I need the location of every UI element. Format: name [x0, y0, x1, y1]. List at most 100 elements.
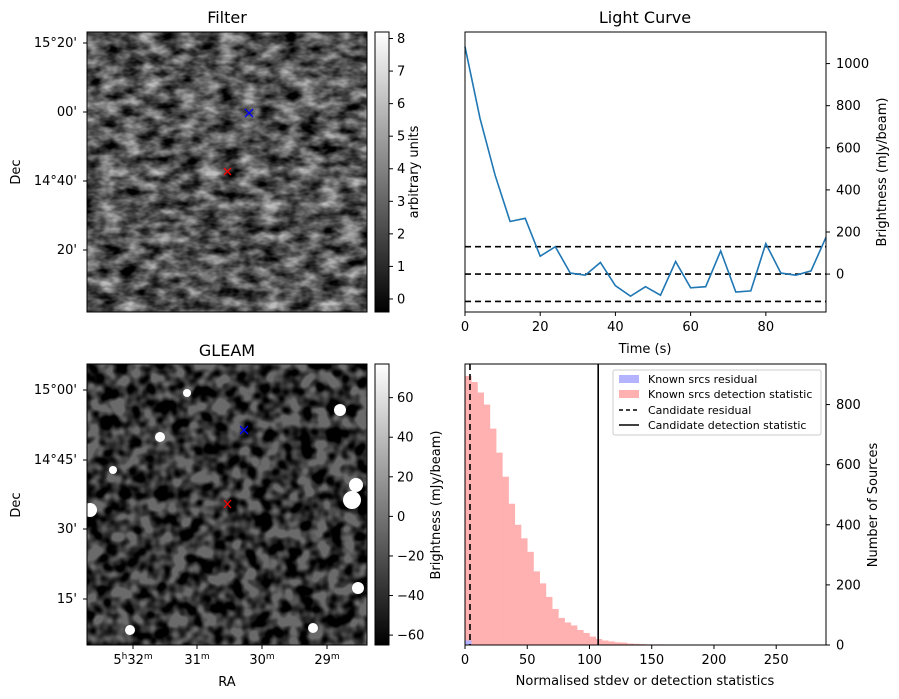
histogram-bar-detection — [521, 538, 528, 645]
filter-colorbar-tick-label: 6 — [397, 97, 405, 112]
histogram-ytick-label: 800 — [836, 398, 861, 413]
filter-known-marker — [244, 108, 254, 118]
histogram-bar-detection — [533, 571, 540, 645]
histogram-bar-detection — [502, 476, 509, 645]
filter-colorbar-tick-label: 3 — [397, 195, 405, 210]
histogram-xtick-label: 50 — [519, 653, 536, 668]
lightcurve-ytick-label: 200 — [836, 226, 861, 241]
filter-image-frame — [86, 31, 368, 313]
legend-entry: Known srcs residual — [648, 373, 757, 386]
gleam-ra-tick: 31m — [184, 652, 209, 668]
gleam-colorbar-tick-label: −60 — [397, 629, 424, 644]
filter-dec-label: Dec — [9, 159, 24, 184]
histogram-bar-detection — [527, 551, 534, 645]
gleam-title: GLEAM — [199, 341, 255, 360]
histogram-bar-detection — [496, 452, 503, 645]
lightcurve-ytick-label: 0 — [836, 268, 844, 283]
histogram-bar-detection — [489, 428, 497, 645]
histogram-ytick-label: 0 — [836, 639, 844, 654]
histogram-bar-detection — [514, 524, 522, 645]
histogram-panel: 0 50 100 150 200 250 0 200 400 600 800 Normalised… — [429, 363, 881, 689]
histogram-bar-detection — [508, 503, 516, 645]
histogram-xtick-label: 200 — [702, 653, 727, 668]
gleam-ra-tick: 5h32m — [113, 652, 152, 668]
gleam-colorbar: 60 40 20 0 −20 −40 −60 — [374, 363, 424, 646]
lightcurve-xtick-label: 0 — [461, 320, 469, 335]
histogram-bar-detection — [539, 583, 547, 645]
histogram-xtick-label: 0 — [461, 653, 469, 668]
lightcurve-ytick-label: 600 — [836, 141, 861, 156]
lightcurve-xtick-label: 20 — [532, 320, 549, 335]
gleam-colorbar-tick-label: 0 — [397, 510, 405, 525]
gleam-bright-sources — [83, 389, 364, 635]
filter-colorbar-tick-label: 8 — [397, 32, 405, 47]
gleam-colorbar-tick-label: 40 — [397, 431, 414, 446]
histogram-bar-detection — [626, 643, 634, 645]
filter-dec-tick: 00' — [57, 105, 77, 120]
histogram-xtick-label: 100 — [577, 653, 602, 668]
legend-entry: Candidate residual — [648, 404, 751, 417]
histogram-ytick-label: 400 — [836, 518, 861, 533]
gleam-candidate-marker — [223, 499, 232, 509]
histogram-bar-detection — [601, 640, 609, 645]
histogram-bar-detection — [589, 636, 597, 645]
lightcurve-xtick-label: 40 — [607, 320, 624, 335]
histogram-bar-detection — [577, 629, 584, 645]
gleam-ra-tick: 29m — [314, 652, 339, 668]
gleam-colorbar-tick-label: 60 — [397, 391, 414, 406]
gleam-colorbar-tick-label: −20 — [397, 549, 424, 564]
gleam-dec-label: Dec — [9, 492, 24, 517]
filter-title: Filter — [207, 8, 247, 27]
histogram-bar-detection — [483, 404, 491, 645]
gleam-dec-tick: 15°00' — [34, 383, 77, 398]
filter-dec-tick: 20' — [57, 243, 77, 258]
filter-colorbar-label: arbitrary units — [407, 125, 422, 218]
filter-colorbar-tick-label: 2 — [397, 227, 405, 242]
lightcurve-series-line — [464, 46, 827, 298]
gleam-dec-tick: 14°45' — [34, 453, 77, 468]
filter-colorbar-tick-label: 7 — [397, 65, 405, 80]
histogram-frame — [464, 363, 827, 646]
histogram-ylabel: Number of Sources — [866, 443, 881, 568]
histogram-legend: Known srcs residual Known srcs detection… — [612, 369, 822, 436]
filter-colorbar-tick-label: 1 — [397, 260, 405, 275]
histogram-bar-detection — [477, 392, 484, 645]
histogram-ytick-label: 200 — [836, 578, 861, 593]
lightcurve-panel: Light Curve 0 20 40 60 80 02004006008001000 … — [461, 8, 890, 357]
gleam-ra-label: RA — [218, 675, 236, 690]
filter-dec-axis: 15°20' 00' 14°40' 20' Dec — [9, 36, 87, 258]
filter-dec-tick: 15°20' — [34, 36, 77, 51]
gleam-dec-tick: 30' — [57, 522, 77, 537]
filter-colorbar: 8 7 6 5 4 3 2 1 0 arbitrary units — [374, 31, 422, 313]
gleam-colorbar-tick-label: 20 — [397, 470, 414, 485]
legend-swatch-known-residual — [619, 375, 639, 383]
filter-candidate-marker — [223, 167, 232, 176]
histogram-bar-detection — [570, 625, 578, 645]
filter-colorbar-tick-label: 5 — [397, 130, 405, 145]
histogram-xlabel: Normalised stdev or detection statistics — [516, 674, 775, 689]
histogram-bar-detection — [614, 642, 621, 645]
filter-colorbar-tick-label: 0 — [397, 292, 405, 307]
histogram-bar-detection — [620, 642, 628, 645]
lightcurve-title: Light Curve — [599, 8, 691, 27]
histogram-bar-detection — [564, 622, 572, 645]
histogram-bar-detection — [608, 641, 615, 645]
histogram-xtick-label: 250 — [764, 653, 789, 668]
lightcurve-ytick-label: 400 — [836, 183, 861, 198]
legend-entry: Known srcs detection statistic — [648, 388, 812, 401]
histogram-bar-detection — [633, 643, 640, 645]
lightcurve-xtick-label: 60 — [682, 320, 699, 335]
histogram-bar-detection — [552, 608, 559, 645]
histogram-bar-detection — [471, 382, 478, 645]
histogram-bar-detection — [465, 376, 472, 645]
histogram-bar-detection — [583, 632, 590, 645]
lightcurve-ytick-label: 800 — [836, 99, 861, 114]
lightcurve-frame — [464, 31, 827, 313]
legend-entry: Candidate detection statistic — [648, 419, 806, 432]
filter-panel: Filter 15°20' 00' 14°40' 20' Dec 8 7 6 5 4 3 2… — [9, 8, 422, 313]
lightcurve-ytick-label: 1000 — [836, 57, 869, 72]
gleam-colorbar-tick-label: −40 — [397, 589, 424, 604]
histogram-left-ylabel: Brightness (mJy/beam) — [429, 431, 444, 580]
histogram-ytick-label: 600 — [836, 458, 861, 473]
